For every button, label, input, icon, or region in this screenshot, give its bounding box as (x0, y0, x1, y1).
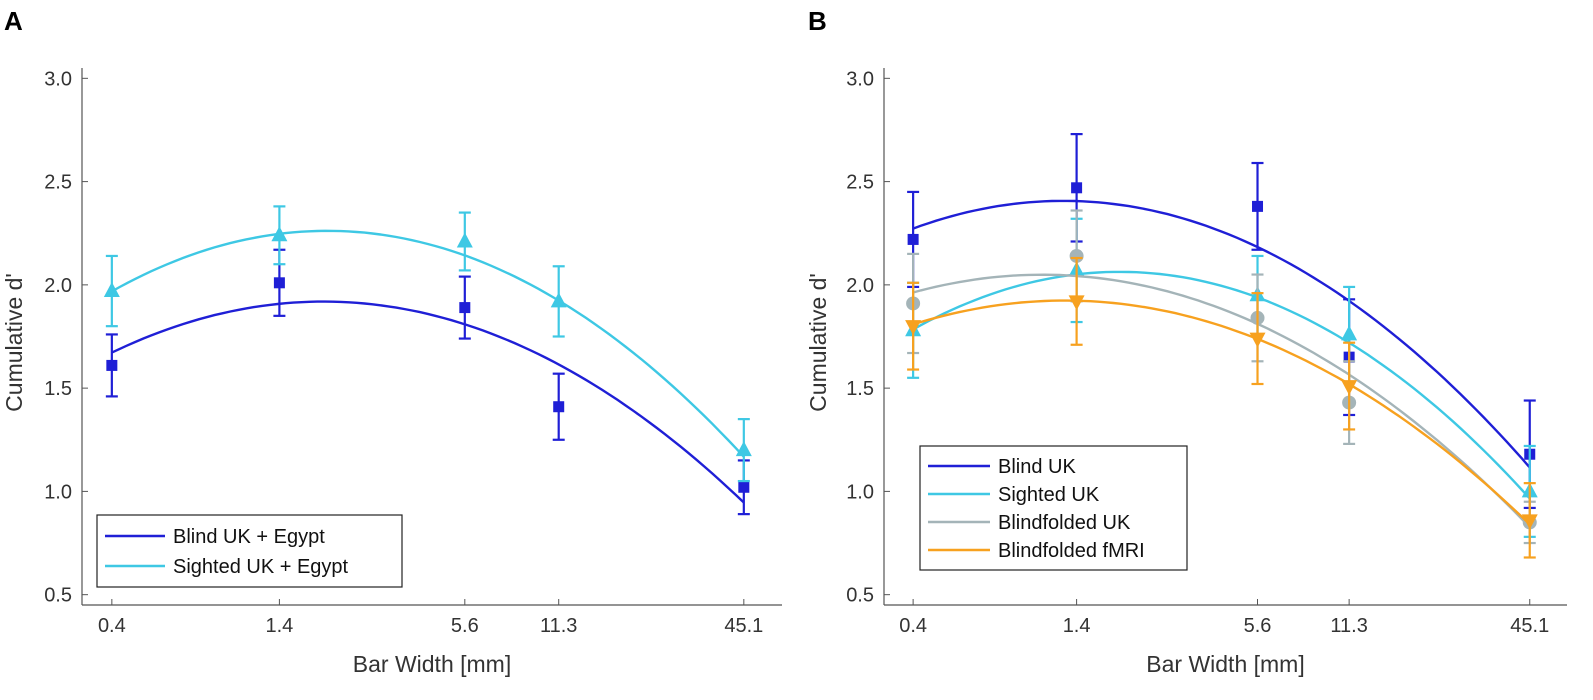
panel-a-series-1-point (456, 232, 473, 248)
panel-b-x-tick-label: 0.4 (899, 615, 927, 637)
panel-b-x-tick-label: 1.4 (1063, 615, 1091, 637)
panel-a-series-0-point (553, 401, 565, 413)
panel-a-series-1-point (271, 226, 288, 242)
panel-b-y-tick-label: 2.5 (846, 172, 874, 194)
panel-b-plot: 0.5 1.0 1.5 2.0 2.5 3.0 0.4 1.4 5.6 11.3 45.1 Bar W… (805, 68, 1567, 677)
panel-a-x-axis-label: Bar Width [mm] (353, 651, 511, 677)
panel-b-x-tick-label: 11.3 (1330, 615, 1367, 637)
panel-b-series-3-point (1341, 380, 1358, 396)
panel-a-y-tick-label: 0.5 (44, 585, 72, 607)
panel-b-series-2-fit-curve (912, 273, 1531, 528)
panel-a-legend-label: Sighted UK + Egypt (173, 556, 349, 578)
panel-b-series-3-point (1068, 295, 1085, 311)
panel-a-y-tick-label: 2.0 (44, 275, 72, 297)
panel-b-series-3-point (905, 320, 922, 336)
panel-b-y-axis-label: Cumulative d' (805, 273, 831, 412)
panel-b-series-2-point (1069, 248, 1084, 263)
panel-b-x-axis-label: Bar Width [mm] (1146, 651, 1304, 677)
panel-a-series-0-point (738, 481, 750, 493)
panel-a-x-tick-label: 1.4 (265, 615, 293, 637)
panel-b-legend-label: Blindfolded fMRI (998, 540, 1145, 562)
panel-a-series-0-point (459, 302, 471, 314)
panel-b-series-0-point (907, 233, 919, 245)
panel-a-x-tick-label: 0.4 (98, 615, 126, 637)
panel-letter-a: A (4, 6, 23, 36)
panel-a-series-0-fit-curve (111, 300, 745, 504)
panel-b-series-0-fit-curve (912, 199, 1531, 469)
panel-a-y-tick-label: 3.0 (44, 68, 72, 90)
panel-b-y-tick-label: 1.0 (846, 481, 874, 503)
panel-a-plot: 0.5 1.0 1.5 2.0 2.5 3.0 0.4 1.4 5.6 11.3 45.1 Bar W… (1, 68, 782, 677)
panel-a-legend-label: Blind UK + Egypt (173, 526, 325, 548)
panel-b-series-3-point (1521, 514, 1538, 530)
panel-b-x-tick-label: 45.1 (1510, 615, 1549, 637)
panel-a-y-tick-label: 1.5 (44, 378, 72, 400)
panel-a-series-1-point (103, 282, 120, 298)
panel-b-y-tick-label: 0.5 (846, 585, 874, 607)
panel-b-series-3-point (1249, 332, 1266, 348)
panel-b-y-tick-label: 3.0 (846, 68, 874, 90)
panel-a-series-1-fit-curve (111, 229, 745, 458)
panel-a-x-tick-label: 11.3 (540, 615, 577, 637)
panel-b-y-tick-label: 2.0 (846, 275, 874, 297)
panel-b-series-0-point (1252, 200, 1264, 212)
panel-a-y-tick-label: 2.5 (44, 172, 72, 194)
panel-a-y-axis-label: Cumulative d' (1, 273, 27, 412)
panel-b-series-1-point (1341, 325, 1358, 341)
panel-a-series-1-point (735, 441, 752, 457)
panel-a-series-0-point (106, 359, 118, 371)
panel-b-series-0-point (1071, 182, 1083, 194)
panel-b-series-1-fit-curve (912, 270, 1531, 500)
panel-a-x-tick-label: 5.6 (451, 615, 479, 637)
panel-a-series-0-point (273, 277, 285, 289)
panel-letter-b: B (808, 6, 827, 36)
panel-b-y-tick-label: 1.5 (846, 378, 874, 400)
panel-a-y-tick-label: 1.0 (44, 481, 72, 503)
panel-b-x-tick-label: 5.6 (1244, 615, 1272, 637)
panel-b-legend-label: Blindfolded UK (998, 512, 1131, 534)
panel-b-series-3-fit-curve (912, 299, 1531, 526)
panel-b-legend-label: Blind UK (998, 456, 1076, 478)
panel-a-x-tick-label: 45.1 (724, 615, 763, 637)
panel-a-series-1-point (550, 292, 567, 308)
panel-b-legend-label: Sighted UK (998, 484, 1100, 506)
panel-a-legend (96, 514, 403, 588)
